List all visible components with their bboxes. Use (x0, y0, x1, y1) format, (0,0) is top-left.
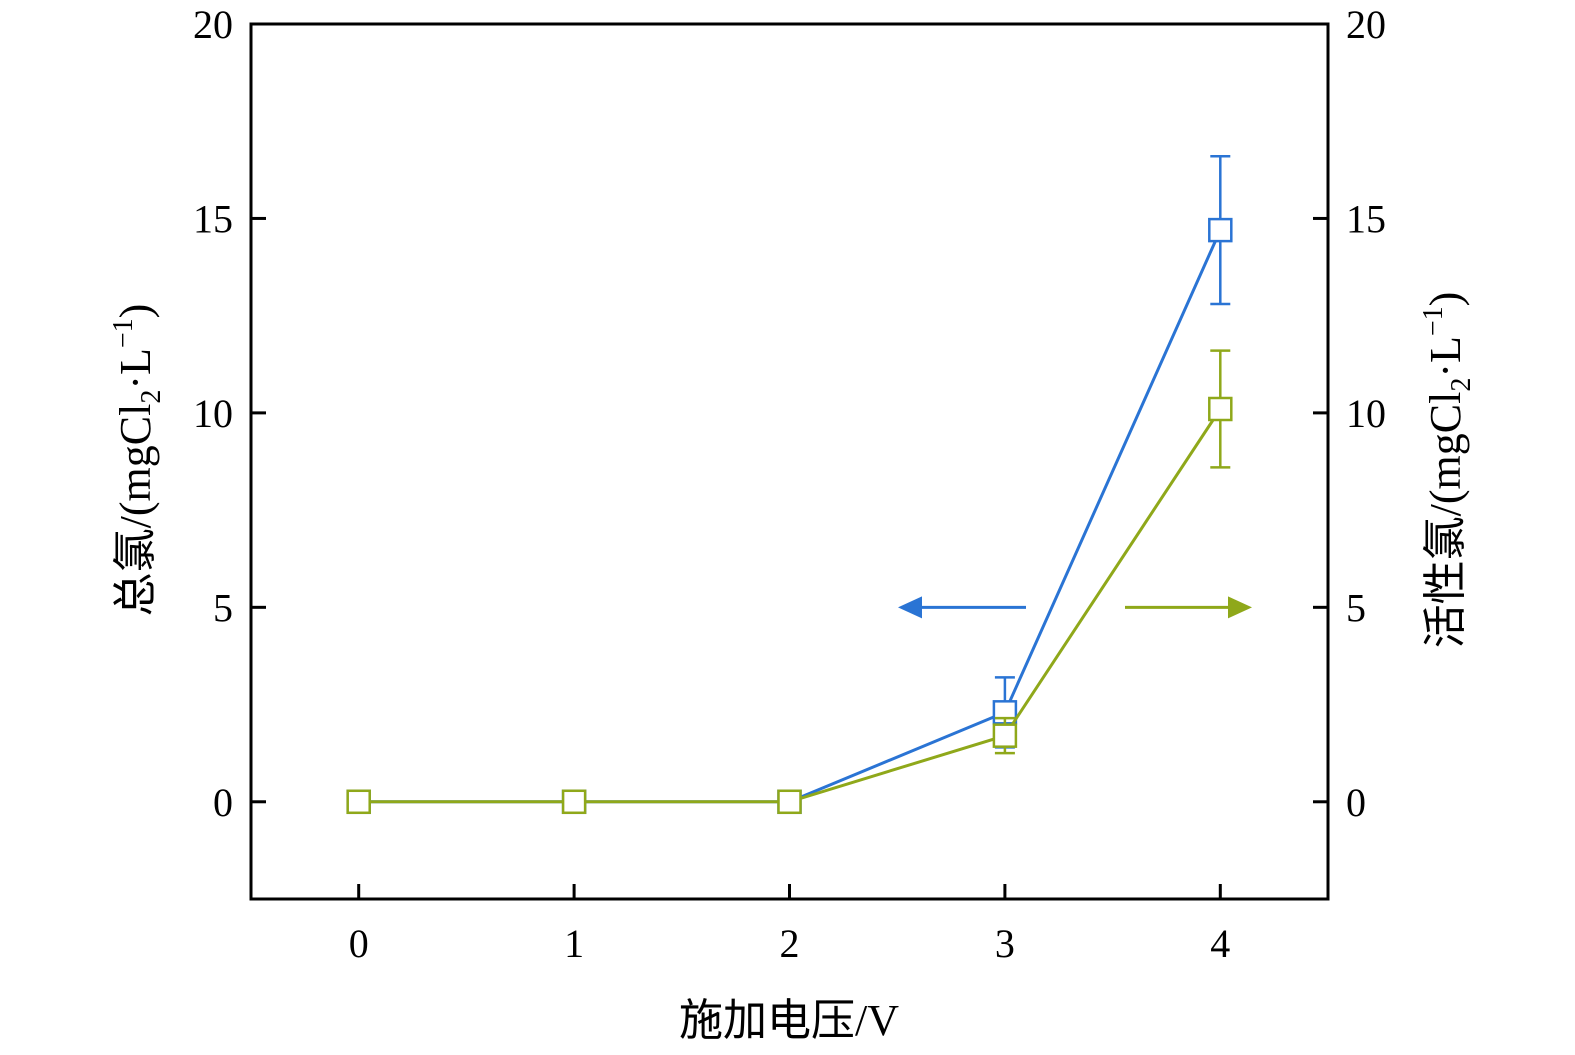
y-right-tick-label: 5 (1346, 585, 1366, 630)
y-left-tick-label: 5 (213, 585, 233, 630)
arrow-left-annotation (898, 596, 1026, 619)
plot-frame (249, 22, 1330, 901)
y-right-title-suffix: ) (1421, 292, 1470, 307)
arrow-right-annotation (1125, 596, 1252, 619)
y-right-tick-label: 0 (1346, 780, 1366, 825)
x-axis-title: 施加电压/V (679, 996, 899, 1045)
x-tick-label: 1 (564, 921, 584, 966)
data-point-marker (346, 789, 371, 815)
y-right-tick-label: 15 (1346, 196, 1386, 241)
y-right-title-prefix: 活性氯/(mgCl (1421, 392, 1470, 649)
data-point-marker (992, 723, 1018, 748)
y-left-tick-label: 15 (193, 196, 233, 241)
x-tick-label: 2 (780, 921, 800, 966)
series-right-axis (346, 349, 1233, 815)
data-point-marker (1208, 217, 1233, 243)
y-left-tick-label: 0 (213, 780, 233, 825)
svg-text:总氯/(mgCl2·L−1): 总氯/(mgCl2·L−1) (108, 304, 167, 617)
series-left-axis (346, 154, 1233, 815)
arrow-layer (898, 596, 1252, 619)
series-line (358, 229, 1222, 804)
y-right-title-mid: ·L (1421, 336, 1470, 378)
y-right-title-sub: 2 (1446, 378, 1477, 392)
y-right-title-sup: −1 (1418, 306, 1449, 336)
x-tick-label: 0 (349, 921, 369, 966)
y-left-title-sup: −1 (108, 318, 139, 348)
y-left-title-sub: 2 (136, 390, 167, 404)
y-axis-left-title: 总氯/(mgCl2·L−1) (108, 304, 167, 617)
data-point-marker (777, 789, 802, 815)
data-point-marker (561, 789, 587, 815)
x-tick-label: 4 (1210, 921, 1230, 966)
svg-text:活性氯/(mgCl2·L−1): 活性氯/(mgCl2·L−1) (1418, 292, 1477, 649)
y-right-tick-label: 20 (1346, 2, 1386, 47)
y-axis-right-title: 活性氯/(mgCl2·L−1) (1418, 292, 1477, 649)
y-right-tick-label: 10 (1346, 391, 1386, 436)
y-left-tick-label: 10 (193, 391, 233, 436)
y-left-tick-label: 20 (193, 2, 233, 47)
series-line (358, 408, 1222, 804)
ticks-layer: 0 1 2 3 4 0 0 5 5 10 10 15 15 20 20 (193, 2, 1386, 966)
y-left-title-mid: ·L (111, 348, 160, 390)
y-left-title-prefix: 总氯/(mgCl (111, 404, 160, 617)
data-point-marker (1208, 396, 1233, 422)
x-tick-label: 3 (995, 921, 1015, 966)
series-layer (346, 154, 1233, 815)
y-left-title-suffix: ) (111, 304, 160, 319)
